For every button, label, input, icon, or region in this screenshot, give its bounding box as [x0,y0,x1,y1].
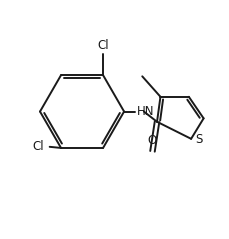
Text: O: O [147,134,156,147]
Text: S: S [195,133,202,147]
Text: Cl: Cl [32,140,44,153]
Text: Cl: Cl [97,39,108,52]
Text: HN: HN [136,105,153,118]
